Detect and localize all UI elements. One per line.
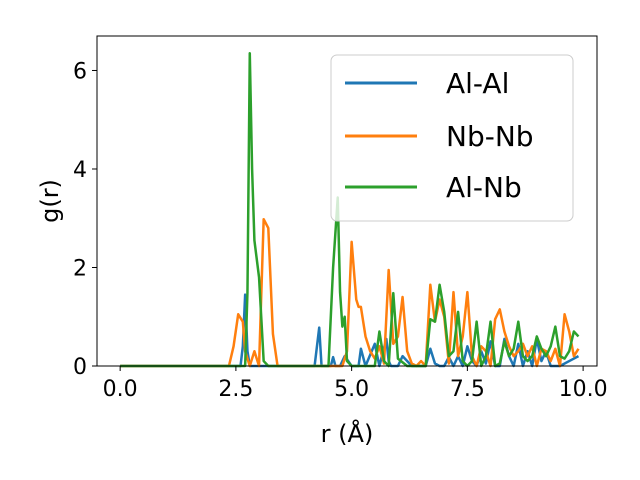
- y-tick-label: 0: [73, 355, 87, 380]
- legend-label-al-nb: Al-Nb: [446, 171, 522, 204]
- x-tick-label: 5.0: [334, 377, 369, 402]
- x-tick-label: 0.0: [103, 377, 138, 402]
- x-axis-label: r (Å): [321, 419, 374, 448]
- legend-label-nb-nb: Nb-Nb: [446, 120, 534, 153]
- series-line-nb-nb: [120, 217, 580, 368]
- y-tick-label: 2: [73, 256, 87, 281]
- plot-frame: [96, 35, 598, 367]
- x-tick-label: 2.5: [218, 377, 253, 402]
- legend-box: [330, 54, 574, 222]
- y-tick-label: 6: [73, 59, 87, 84]
- x-axis-ticks: 0.0 2.5 5.0 7.5 10.0: [103, 366, 608, 402]
- x-tick-label: 7.5: [450, 377, 485, 402]
- y-axis-label: g(r): [36, 179, 64, 223]
- y-tick-label: 4: [73, 158, 87, 183]
- legend: Al-Al Nb-Nb Al-Nb: [330, 54, 574, 222]
- y-axis-ticks: 0 2 4 6: [73, 59, 97, 380]
- legend-label-al-al: Al-Al: [446, 67, 509, 100]
- x-tick-label: 10.0: [559, 377, 608, 402]
